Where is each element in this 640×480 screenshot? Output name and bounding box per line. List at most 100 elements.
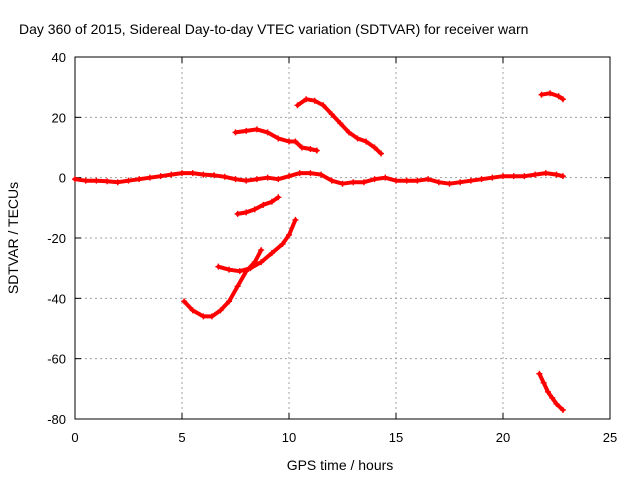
data-point [179, 170, 185, 177]
data-point [215, 263, 222, 270]
x-tick-label: 15 [389, 430, 403, 445]
data-point [181, 298, 188, 305]
data-point [226, 298, 233, 305]
data-point [555, 93, 562, 100]
data-point [243, 127, 250, 134]
x-tick-label: 10 [282, 430, 296, 445]
data-point [303, 96, 310, 103]
data-point [232, 129, 239, 136]
data-point [500, 173, 506, 180]
data-point [540, 379, 547, 386]
data-point [553, 400, 560, 407]
chart-title: Day 360 of 2015, Sidereal Day-to-day VTE… [19, 21, 528, 37]
data-point [345, 129, 352, 136]
data-point [208, 313, 215, 320]
series-arc-upper-1 [232, 126, 320, 154]
data-point [234, 210, 241, 217]
y-tick-label: -40 [47, 291, 66, 306]
data-point [226, 266, 233, 273]
data-point [279, 241, 286, 248]
y-tick-label: 40 [52, 50, 66, 65]
series-trace [182, 248, 264, 319]
data-point [275, 176, 282, 183]
data-point [251, 206, 258, 213]
data-point [547, 90, 554, 97]
data-point [328, 177, 335, 184]
data-point [72, 176, 78, 183]
series-arc-near-zero [72, 170, 566, 187]
data-point [378, 150, 385, 157]
data-point [258, 259, 265, 266]
x-tick-label: 5 [178, 430, 185, 445]
x-tick-label: 20 [496, 430, 510, 445]
data-point [478, 176, 485, 183]
data-point [536, 370, 543, 377]
data-point [320, 102, 327, 109]
data-point [286, 231, 292, 238]
data-point [236, 268, 243, 275]
y-tick-label: 0 [59, 171, 66, 186]
data-point [457, 179, 464, 186]
data-point [189, 307, 196, 314]
series-trace [295, 97, 383, 156]
data-point [371, 176, 378, 183]
data-point [393, 177, 399, 184]
data-point [294, 102, 301, 109]
data-point [296, 170, 303, 177]
data-point [260, 201, 267, 208]
series-trace [539, 91, 565, 102]
y-axis-label: SDTVAR / TECUs [5, 182, 21, 294]
data-point [253, 176, 260, 183]
data-point [360, 179, 367, 186]
y-tick-label: 20 [52, 110, 66, 125]
data-point [232, 176, 239, 183]
y-tick-label: -80 [47, 412, 66, 427]
data-point [292, 216, 299, 223]
data-point [82, 177, 89, 184]
data-point [553, 171, 560, 178]
data-point [311, 97, 318, 104]
series-arc-minus-10 [234, 194, 282, 217]
data-point [221, 173, 228, 180]
data-point [307, 170, 314, 177]
data-point [200, 313, 207, 320]
data-point [146, 174, 153, 181]
x-tick-label: 25 [603, 430, 617, 445]
series-arc-rising [215, 216, 299, 275]
grid [75, 57, 610, 419]
data-point [275, 194, 282, 201]
x-tick-label: 0 [71, 430, 78, 445]
data-point [243, 209, 250, 216]
series-arc-upper-2 [294, 96, 385, 157]
data-point [559, 173, 566, 180]
data-point [538, 91, 545, 98]
data-point [200, 171, 207, 178]
data-point [189, 170, 196, 177]
data-point [542, 170, 549, 177]
data-point [217, 307, 224, 314]
data-point [211, 172, 218, 179]
data-point [339, 180, 346, 187]
data-point [275, 135, 282, 142]
data-point [168, 171, 175, 178]
data-point [371, 144, 378, 151]
series-arc-late-drop [536, 370, 566, 413]
data-point [403, 177, 410, 184]
data-point [521, 173, 528, 180]
data-point [286, 173, 292, 180]
data-point [467, 177, 474, 184]
data-point [104, 178, 111, 185]
data-point [157, 173, 164, 180]
data-point [313, 147, 320, 154]
data-point [264, 174, 271, 181]
series-trace [216, 217, 298, 274]
data-point [337, 120, 344, 127]
data-point [425, 176, 432, 183]
data-point [307, 146, 314, 153]
data-point [114, 179, 121, 186]
data-point [532, 171, 539, 178]
data-point [382, 174, 389, 181]
data-point [414, 177, 421, 184]
data-point [258, 247, 265, 254]
data-point [363, 138, 370, 145]
